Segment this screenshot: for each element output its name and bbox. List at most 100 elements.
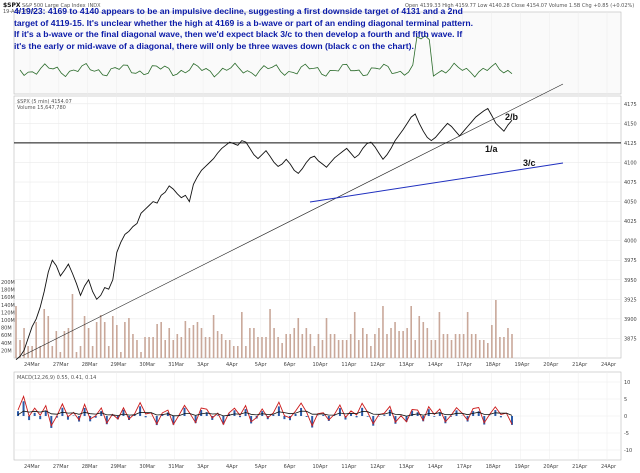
volume-bar bbox=[317, 334, 320, 358]
macd-histogram-bar bbox=[322, 414, 325, 416]
volume-bar bbox=[253, 328, 255, 358]
volume-bar bbox=[430, 340, 433, 358]
macd-histogram-bar bbox=[200, 410, 203, 416]
macd-tick-label: 5 bbox=[624, 397, 627, 403]
volume-bar bbox=[164, 340, 167, 358]
price-tick-label: 3875 bbox=[624, 336, 637, 342]
volume-bar bbox=[148, 337, 150, 358]
volume-bar bbox=[39, 346, 41, 358]
macd-histogram-bar bbox=[427, 409, 430, 416]
macd-histogram-bar bbox=[311, 416, 314, 428]
date-tick-label: 24Apr bbox=[601, 362, 617, 368]
volume-bar bbox=[27, 346, 29, 358]
volume-bar bbox=[111, 316, 114, 358]
macd-histogram-bar bbox=[66, 416, 69, 420]
chart-name: S&P 500 Large Cap Index bbox=[22, 3, 86, 9]
macd-histogram-bar bbox=[155, 416, 158, 426]
macd-histogram-bar bbox=[366, 416, 369, 417]
volume-bar bbox=[503, 337, 505, 358]
top-panel bbox=[13, 11, 622, 95]
volume-bar bbox=[132, 334, 134, 358]
date-tick-label-bottom: 20Apr bbox=[543, 464, 559, 470]
macd-histogram-bar bbox=[444, 416, 447, 424]
volume-bar bbox=[402, 331, 404, 358]
macd-histogram-bar bbox=[250, 416, 253, 424]
volume-bar bbox=[220, 334, 223, 358]
volume-bar bbox=[378, 328, 380, 358]
volume-bar bbox=[79, 346, 82, 358]
macd-histogram-bar bbox=[139, 406, 142, 416]
price-axis: 4175 4150 4125 4100 4075 4050 4025 4000 3975 3950… bbox=[624, 102, 637, 343]
volume-tick-label: 120M bbox=[1, 310, 15, 316]
macd-histogram-bar bbox=[433, 416, 436, 417]
macd-histogram-bar bbox=[383, 415, 386, 416]
macd-histogram-bar bbox=[399, 416, 402, 418]
price-tick-label: 4000 bbox=[624, 239, 637, 245]
volume-bar bbox=[434, 340, 437, 358]
volume-bar bbox=[418, 316, 421, 358]
price-tick-label: 4150 bbox=[624, 121, 637, 127]
volume-bar bbox=[289, 334, 292, 358]
macd-histogram-bar bbox=[272, 414, 275, 416]
price-tick-label: 3900 bbox=[624, 317, 637, 323]
volume-bar bbox=[446, 334, 449, 358]
volume-bar bbox=[236, 346, 239, 358]
volume-bar bbox=[341, 340, 344, 358]
date-tick-label: 31Mar bbox=[168, 362, 185, 368]
volume-bar bbox=[51, 346, 54, 358]
volume-bar bbox=[152, 337, 154, 358]
volume-bar bbox=[386, 334, 388, 358]
date-tick-label-bottom: 29Mar bbox=[111, 464, 128, 470]
macd-panel-grid bbox=[14, 372, 621, 460]
volume-bar bbox=[450, 340, 453, 358]
macd-histogram-bar bbox=[411, 410, 414, 416]
date-tick-label: 11Apr bbox=[341, 362, 357, 368]
upper-trendline bbox=[21, 83, 564, 357]
volume-bar bbox=[71, 294, 74, 358]
macd-histogram-bar bbox=[422, 416, 425, 422]
macd-histogram-bar bbox=[222, 416, 225, 425]
top-panel-line bbox=[19, 35, 513, 78]
date-tick-label-bottom: 28Mar bbox=[82, 464, 99, 470]
volume-bar bbox=[172, 340, 175, 358]
macd-histogram-bar bbox=[55, 416, 58, 418]
macd-histogram-bar bbox=[338, 408, 341, 416]
macd-histogram-bar bbox=[300, 407, 303, 416]
date-tick-label-bottom: 17Apr bbox=[457, 464, 473, 470]
macd-histogram-bar bbox=[294, 413, 297, 416]
price-tick-label: 3950 bbox=[624, 278, 637, 284]
macd-legend: MACD(12,26,9) 0.55, 0.41, 0.14 bbox=[17, 375, 96, 381]
date-tick-label: 18Apr bbox=[486, 362, 502, 368]
volume-bar bbox=[398, 331, 400, 358]
volume-bar bbox=[156, 324, 158, 358]
macd-signal-line bbox=[17, 410, 513, 417]
volume-bar bbox=[120, 352, 122, 358]
chart-ticker: $SPX bbox=[3, 2, 21, 9]
volume-bar bbox=[249, 328, 251, 358]
volume-bar bbox=[366, 334, 368, 358]
volume-bar bbox=[43, 309, 46, 358]
macd-histogram-bar bbox=[283, 416, 286, 420]
price-tick-label: 4075 bbox=[624, 180, 637, 186]
macd-axis: 10 5 0 -5 -10 bbox=[624, 380, 632, 454]
volume-bar bbox=[55, 331, 58, 358]
date-tick-label: 29Mar bbox=[111, 362, 128, 368]
annotation-note: 4/19/23: 4169 to 4140 appears to be an i… bbox=[14, 6, 474, 51]
macd-histogram-bar bbox=[183, 407, 186, 416]
volume-bar bbox=[184, 321, 187, 358]
volume-bar bbox=[128, 318, 130, 358]
volume-bar bbox=[478, 340, 481, 358]
volume-bar bbox=[15, 306, 17, 358]
macd-histogram-bar bbox=[94, 416, 97, 418]
volume-bar bbox=[99, 315, 102, 358]
volume-bar bbox=[370, 346, 372, 358]
date-tick-label-bottom: 21Apr bbox=[572, 464, 588, 470]
volume-bar bbox=[208, 337, 211, 358]
volume-bar bbox=[83, 316, 86, 358]
macd-histogram-bar bbox=[333, 415, 336, 416]
date-axis-bottom: 24Mar 27Mar 28Mar 29Mar 30Mar 31Mar 3Apr 4Apr 5A… bbox=[24, 464, 617, 470]
date-tick-label: 14Apr bbox=[428, 362, 444, 368]
macd-histogram-bar bbox=[477, 411, 480, 416]
date-tick-label-bottom: 12Apr bbox=[370, 464, 386, 470]
